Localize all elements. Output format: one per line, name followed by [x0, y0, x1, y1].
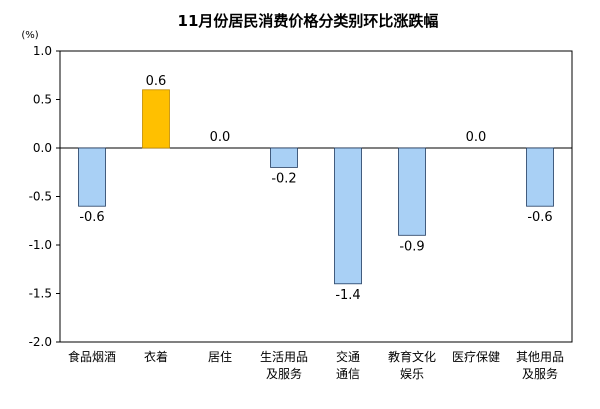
data-label: -0.6 [527, 210, 552, 225]
data-label: 0.0 [466, 130, 487, 145]
y-tick-label: -0.5 [29, 190, 52, 204]
x-tick-label: 通信 [336, 367, 360, 381]
data-label: -1.4 [335, 288, 360, 303]
y-axis-unit: (%) [21, 30, 38, 41]
data-label: 0.6 [146, 74, 167, 89]
chart-title: 11月份居民消费价格分类别环比涨跌幅 [178, 12, 439, 30]
y-tick-label: -1.0 [29, 238, 52, 252]
bar [78, 147, 106, 207]
x-tick-label: 医疗保健 [452, 350, 500, 364]
plot-border [59, 50, 573, 343]
y-tick-label: 1.0 [33, 44, 52, 58]
x-tick-label: 食品烟酒 [68, 349, 116, 364]
x-tick-label: 居住 [208, 350, 232, 364]
x-tick-label: 娱乐 [400, 367, 424, 381]
bar [142, 89, 170, 149]
x-tick-label: 交通 [336, 349, 360, 364]
data-label: -0.6 [79, 210, 104, 225]
y-tick-label: 0.5 [33, 93, 52, 107]
plot-area: 1.0 0.5 0.0 -0.5 -1.0 -1.5 -2.0 -0.6 食品烟酒 0.6 衣着 0.… [29, 44, 573, 381]
x-tick-label: 教育文化 [388, 349, 436, 364]
data-label: -0.2 [271, 171, 296, 186]
data-label: -0.9 [399, 239, 424, 254]
bar [526, 147, 554, 207]
bar [270, 147, 298, 168]
x-tick-label: 衣着 [144, 349, 168, 364]
y-tick-label: -1.5 [29, 287, 52, 301]
bar [334, 147, 362, 285]
x-tick-label: 其他用品 [516, 350, 564, 364]
data-label: 0.0 [210, 130, 231, 145]
y-tick-label: 0.0 [33, 141, 52, 155]
x-tick-label: 生活用品 [260, 350, 308, 364]
y-tick-label: -2.0 [29, 335, 52, 349]
x-tick-label: 及服务 [266, 366, 302, 381]
bar [398, 147, 426, 236]
x-tick-label: 及服务 [522, 366, 558, 381]
